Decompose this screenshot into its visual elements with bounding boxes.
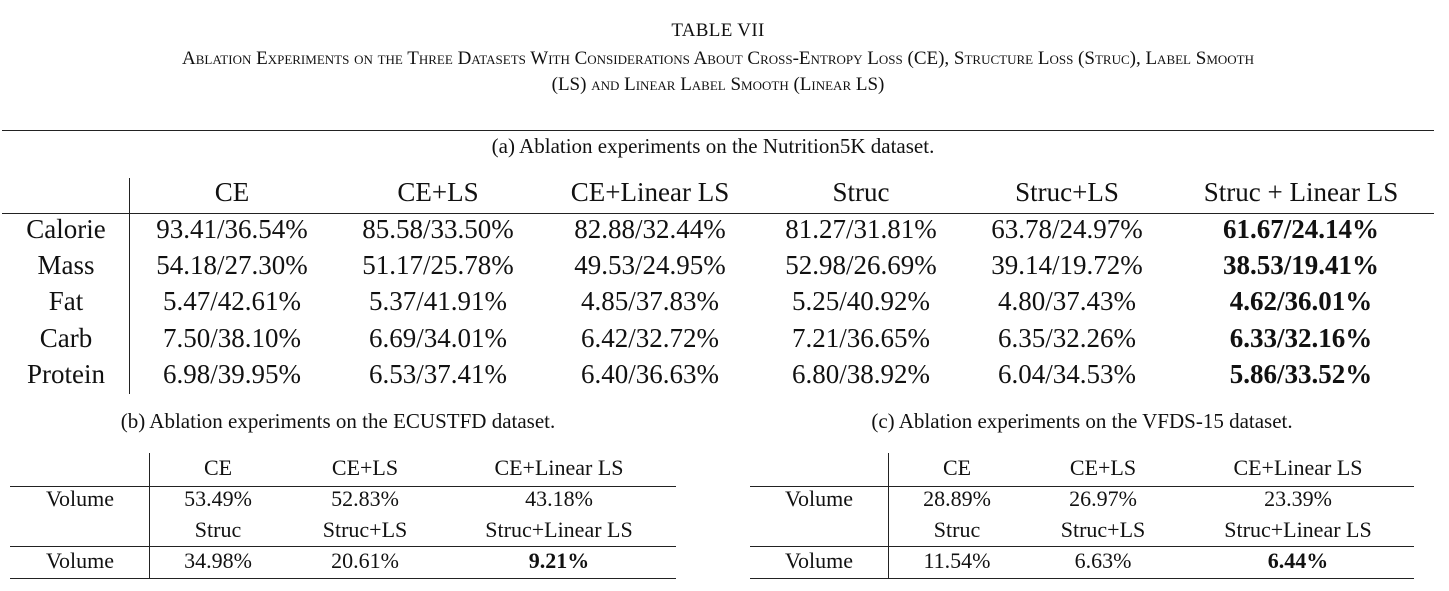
table-a-header-rule bbox=[2, 213, 1434, 214]
table_c-row-2-cell: 6.44% bbox=[1267, 548, 1329, 573]
table-a-cell: 7.50/38.10% bbox=[163, 323, 301, 353]
table_c-row-1-cell: 23.39% bbox=[1264, 486, 1332, 511]
table-a-row-label: Fat bbox=[48, 286, 84, 316]
table-a-cell: 6.69/34.01% bbox=[369, 323, 507, 353]
table-b-caption: (b) Ablation experiments on the ECUSTFD … bbox=[120, 409, 556, 433]
table_b-header-1-cell: CE bbox=[203, 455, 233, 480]
table_c-row-2-cell: 6.63% bbox=[1074, 548, 1132, 573]
table-a-cell: 6.04/34.53% bbox=[998, 359, 1136, 389]
table-a-col-header: CE+LS bbox=[397, 177, 479, 207]
table-a-cell: 54.18/27.30% bbox=[156, 250, 308, 280]
table_c-row-1-cell: 26.97% bbox=[1069, 486, 1137, 511]
table-a-cell: 6.80/38.92% bbox=[792, 359, 930, 389]
table_c-header-1-cell: CE+LS bbox=[1069, 455, 1137, 480]
table_b-header-2-cell: Struc+Linear LS bbox=[485, 517, 633, 542]
table_b-header-2-cell: Struc+LS bbox=[322, 517, 408, 542]
table-a-cell: 38.53/19.41% bbox=[1222, 250, 1379, 280]
table-a-row-label: Carb bbox=[39, 323, 93, 353]
table-a-col-header: CE+Linear LS bbox=[570, 177, 730, 207]
table-a-col-header: Struc + Linear LS bbox=[1203, 177, 1399, 207]
table-a-caption: (a) Ablation experiments on the Nutritio… bbox=[491, 134, 935, 158]
table_b-row-1-cell: 53.49% bbox=[184, 486, 252, 511]
table-a-row-label: Protein bbox=[27, 359, 105, 389]
table-a-col-header: Struc bbox=[832, 177, 890, 207]
table-c-bottom-rule bbox=[750, 578, 1414, 579]
table_c-header-2-cell: Struc bbox=[933, 517, 981, 542]
table_b-row-1-label: Volume bbox=[45, 486, 115, 511]
table_c-row-1-cell: 28.89% bbox=[923, 486, 991, 511]
table-a-cell: 85.58/33.50% bbox=[362, 214, 514, 244]
table_c-row-2-cell: 11.54% bbox=[923, 548, 991, 573]
table-caption-line-2: (LS) and Linear Label Smooth (Linear LS) bbox=[551, 74, 885, 95]
table-a-col-header: CE bbox=[214, 177, 250, 207]
table-b-rule-2 bbox=[10, 546, 676, 547]
table-caption-line-1: Ablation Experiments on the Three Datase… bbox=[182, 48, 1254, 69]
table-a-cell: 52.98/26.69% bbox=[785, 250, 937, 280]
table-a-cell: 6.35/32.26% bbox=[998, 323, 1136, 353]
table-c-caption: (c) Ablation experiments on the VFDS-15 … bbox=[871, 409, 1293, 433]
table-a-top-rule bbox=[2, 130, 1434, 131]
table_b-header-1-cell: CE+LS bbox=[331, 455, 399, 480]
table-a-row-label: Calorie bbox=[26, 214, 106, 244]
table-a-cell: 63.78/24.97% bbox=[991, 214, 1143, 244]
table-b-column-divider bbox=[149, 453, 150, 579]
table-a-cell: 6.33/32.16% bbox=[1229, 323, 1373, 353]
table-a-cell: 6.98/39.95% bbox=[163, 359, 301, 389]
table-a-column-divider bbox=[129, 178, 130, 394]
table-c-rule-2 bbox=[750, 546, 1414, 547]
table-a-cell: 5.37/41.91% bbox=[369, 286, 507, 316]
table_b-header-1-cell: CE+Linear LS bbox=[494, 455, 624, 480]
table-a-cell: 51.17/25.78% bbox=[362, 250, 514, 280]
table-a-cell: 6.40/36.63% bbox=[581, 359, 719, 389]
table-caption: Ablation Experiments on the Three Datase… bbox=[0, 46, 1436, 98]
table-a-cell: 82.88/32.44% bbox=[574, 214, 726, 244]
table-a-cell: 4.62/36.01% bbox=[1229, 286, 1373, 316]
table-c-column-divider bbox=[888, 453, 889, 579]
table-b-rule-1 bbox=[10, 486, 676, 487]
table-a-cell: 93.41/36.54% bbox=[156, 214, 308, 244]
table_b-row-2-cell: 9.21% bbox=[528, 548, 590, 573]
table-a-col-header: Struc+LS bbox=[1015, 177, 1119, 207]
table-c-rule-1 bbox=[750, 486, 1414, 487]
table-a-cell: 6.42/32.72% bbox=[581, 323, 719, 353]
table_b-row-2-cell: 20.61% bbox=[331, 548, 399, 573]
table_c-header-2-cell: Struc+LS bbox=[1060, 517, 1146, 542]
table-a-cell: 4.80/37.43% bbox=[998, 286, 1136, 316]
table_b-row-1-cell: 43.18% bbox=[525, 486, 593, 511]
table-a-cell: 5.25/40.92% bbox=[792, 286, 930, 316]
table-a-cell: 81.27/31.81% bbox=[785, 214, 937, 244]
table-a-cell: 61.67/24.14% bbox=[1222, 214, 1379, 244]
table_b-row-1-cell: 52.83% bbox=[331, 486, 399, 511]
table_c-header-1-cell: CE bbox=[942, 455, 972, 480]
table_b-row-2-label: Volume bbox=[45, 548, 115, 573]
table-number: TABLE VII bbox=[671, 20, 765, 41]
table-a-cell: 39.14/19.72% bbox=[991, 250, 1143, 280]
table_c-header-1-cell: CE+Linear LS bbox=[1233, 455, 1363, 480]
table-b-bottom-rule bbox=[10, 578, 676, 579]
table_b-row-2-cell: 34.98% bbox=[184, 548, 252, 573]
table-a-cell: 5.86/33.52% bbox=[1229, 359, 1373, 389]
table-a-cell: 4.85/37.83% bbox=[581, 286, 719, 316]
table_c-row-2-label: Volume bbox=[784, 548, 854, 573]
table-a-cell: 6.53/37.41% bbox=[369, 359, 507, 389]
table-a-cell: 7.21/36.65% bbox=[792, 323, 930, 353]
table-a-cell: 49.53/24.95% bbox=[574, 250, 726, 280]
table-a-row-label: Mass bbox=[37, 250, 95, 280]
table_c-header-2-cell: Struc+Linear LS bbox=[1224, 517, 1372, 542]
table_c-row-1-label: Volume bbox=[784, 486, 854, 511]
table-a-cell: 5.47/42.61% bbox=[163, 286, 301, 316]
table_b-header-2-cell: Struc bbox=[194, 517, 242, 542]
